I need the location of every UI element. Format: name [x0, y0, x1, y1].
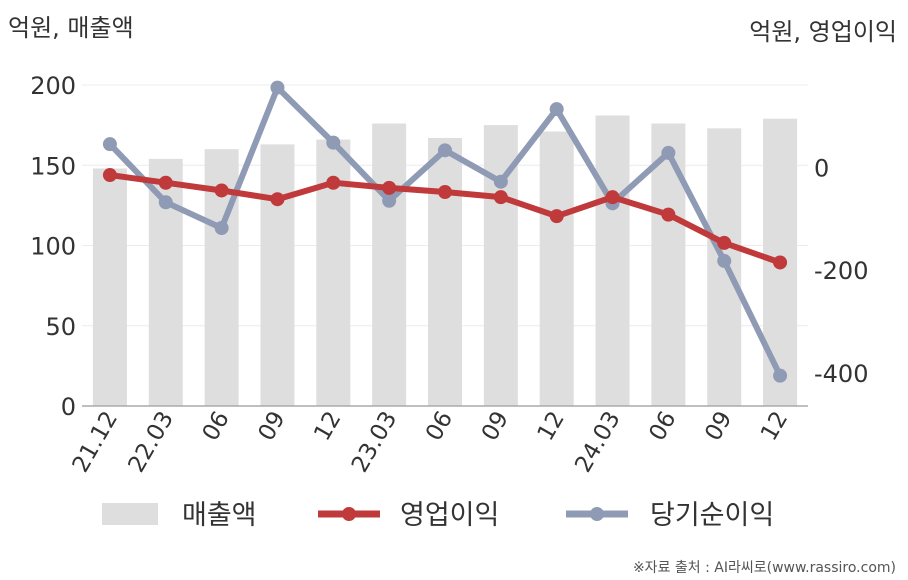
operating-profit-point — [661, 207, 676, 222]
left-tick-label: 50 — [45, 313, 76, 341]
operating-profit-point — [270, 192, 285, 207]
x-tick-label: 24.03 — [570, 407, 625, 477]
operating-profit-point — [382, 180, 397, 195]
net-income-point — [438, 143, 452, 158]
net-income-point — [158, 195, 173, 210]
revenue-bars — [92, 115, 798, 407]
x-tick-label: 22.03 — [124, 407, 179, 477]
net-income-point — [326, 135, 341, 150]
x-tick-label: 12 — [756, 407, 793, 445]
revenue-bar — [92, 168, 127, 406]
operating-profit-point — [549, 209, 564, 224]
operating-profit-point — [493, 190, 508, 205]
net-income-point — [549, 102, 564, 117]
x-tick-label: 06 — [198, 407, 235, 445]
x-tick-label: 09 — [254, 407, 291, 445]
operating-profit-point — [214, 183, 229, 198]
legend-label-revenue: 매출액 — [182, 500, 257, 531]
legend-label-net: 당기순이익 — [650, 500, 774, 531]
operating-profit-point — [605, 190, 620, 205]
legend: 매출액 영업이익 당기순이익 — [102, 500, 774, 531]
net-income-point — [661, 145, 676, 160]
x-tick-label: 12 — [309, 407, 346, 445]
net-income-point — [717, 253, 732, 268]
x-tick-label: 06 — [421, 407, 458, 445]
operating-profit-point — [158, 175, 173, 190]
left-tick-label: 100 — [30, 233, 76, 261]
revenue-bar — [595, 115, 630, 407]
x-tick-label: 06 — [644, 407, 681, 445]
operating-profit-point — [717, 235, 732, 250]
net-income-point — [773, 368, 788, 383]
left-axis-unit-label: 억원, 매출액 — [8, 14, 134, 42]
right-tick-label: -400 — [814, 360, 868, 388]
x-tick-label: 12 — [533, 407, 570, 445]
left-tick-label: 0 — [61, 393, 76, 421]
legend-marker-net — [590, 507, 604, 521]
net-income-point — [102, 137, 117, 152]
operating-profit-point — [773, 255, 788, 270]
left-tick-label: 150 — [30, 152, 76, 180]
legend-swatch-revenue — [102, 503, 158, 525]
revenue-bar — [372, 123, 407, 407]
source-note: ※자료 출처 : AI라씨로(www.rassiro.com) — [633, 560, 896, 576]
revenue-bar — [428, 137, 462, 406]
x-tick-label: 23.03 — [347, 407, 402, 477]
right-tick-label: 0 — [814, 154, 829, 182]
left-tick-label: 200 — [30, 72, 76, 100]
right-axis-unit-label: 억원, 영업이익 — [749, 18, 897, 46]
net-income-point — [382, 193, 397, 208]
profit-lines — [102, 80, 788, 383]
operating-profit-point — [438, 185, 452, 199]
revenue-bar — [539, 131, 574, 407]
net-income-point — [493, 174, 508, 189]
net-income-point — [270, 80, 285, 95]
legend-marker-operating — [342, 507, 356, 521]
legend-label-operating: 영업이익 — [400, 500, 499, 531]
x-tick-label: 09 — [477, 407, 514, 445]
revenue-bar — [260, 144, 295, 406]
x-tick-label: 09 — [700, 407, 737, 445]
operating-profit-point — [102, 168, 117, 183]
net-income-point — [214, 221, 229, 236]
operating-profit-point — [326, 175, 341, 190]
right-tick-label: -200 — [814, 257, 868, 285]
